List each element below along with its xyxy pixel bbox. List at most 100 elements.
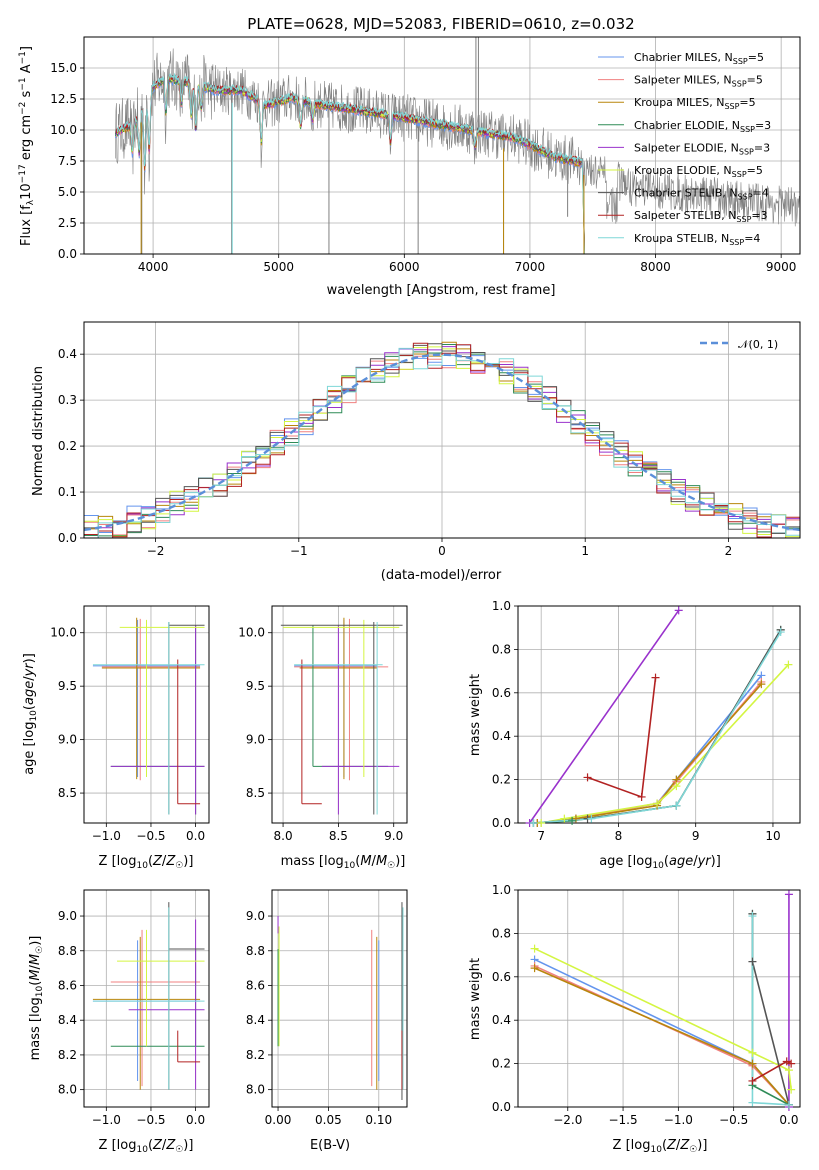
age-vs-mass-xlabel: mass [log10(M/M☉)] [281, 854, 406, 871]
x-tick-label: 0.0 [186, 1113, 205, 1127]
mass-weight-marker [787, 1059, 796, 1068]
y-tick-label: 15.0 [50, 61, 77, 75]
histogram-xlabel: (data-model)/error [381, 568, 502, 583]
y-tick-label: 8.5 [246, 786, 265, 800]
legend-label: Salpeter STELIB, NSSP=3 [634, 209, 768, 224]
mass-weight-line [528, 609, 680, 823]
age-vs-Z-ylabel: age [log10(age/yr)] [22, 653, 39, 775]
x-tick-label: 1 [581, 544, 589, 558]
y-tick-label: 0.8 [492, 926, 511, 940]
mass-weight-marker [583, 773, 592, 782]
x-tick-label: −1.0 [664, 1113, 693, 1127]
x-tick-label: −0.5 [136, 829, 165, 843]
y-tick-label: 1.0 [492, 883, 511, 897]
mw-Z-xlabel: Z [log10(Z/Z☉)] [613, 1138, 708, 1155]
x-tick-label: 0.0 [779, 1113, 798, 1127]
mass-weight-marker [748, 1059, 757, 1068]
observed-spectrum [115, 48, 800, 227]
mass-weight-line [751, 913, 790, 1106]
mass-weight-marker [784, 1066, 793, 1075]
y-tick-label: 9.0 [246, 733, 265, 747]
mass-weight-line [751, 916, 789, 1106]
x-tick-label: −1.0 [92, 829, 121, 843]
plot-area [280, 617, 403, 815]
axes-frame [271, 889, 408, 1108]
residual-histogram-panel: (data-model)/error Normed distribution −… [31, 321, 801, 583]
mass-weight-marker [637, 792, 646, 801]
mass-weight-line [534, 958, 790, 1106]
model-spectrum [116, 72, 586, 254]
mass-weight-marker [748, 957, 757, 966]
mass-weight-vs-age-panel: age [log10(age/yr)] mass weight 7 8 9 10 0.0… [468, 599, 801, 871]
x-tick-label: 0.05 [315, 1113, 342, 1127]
y-tick-label: 8.0 [58, 1083, 77, 1097]
mass-weight-marker [748, 1048, 757, 1057]
mass-weight-line [534, 967, 790, 1106]
x-tick-label: 7000 [515, 260, 546, 274]
mass-weight-line [537, 683, 762, 823]
y-tick-label: 8.6 [246, 978, 265, 992]
y-tick-label: 0.4 [58, 347, 77, 361]
x-tick-label: −2 [147, 544, 165, 558]
mass-weight-marker [674, 606, 683, 615]
x-tick-label: 4000 [138, 260, 169, 274]
x-tick-label: 10 [765, 829, 780, 843]
mass-vs-Z-xlabel: Z [log10(Z/Z☉)] [99, 1138, 194, 1155]
mass-weight-line [537, 674, 762, 823]
mass-weight-marker [784, 1100, 793, 1109]
y-tick-label: 0.6 [492, 970, 511, 984]
mass-weight-vs-Z-panel: Z [log10(Z/Z☉)] mass weight −2.0 −1.5 −1.0… [468, 883, 801, 1155]
normal-legend-label: 𝒩(0, 1) [738, 338, 778, 351]
mass-weight-marker [672, 782, 681, 791]
plot-area [528, 609, 789, 823]
mass-weight-marker [748, 912, 757, 921]
mass-weight-marker [787, 1085, 796, 1094]
spectrum-ylabel: Flux [fλ10−17 erg cm−2 s−1 A−1] [18, 46, 36, 246]
model-spectrum [115, 74, 586, 254]
x-tick-label: 7 [537, 829, 545, 843]
y-tick-label: 8.4 [246, 1013, 265, 1027]
mass-weight-marker [757, 680, 766, 689]
mass-weight-marker [776, 628, 785, 637]
legend-label: Salpeter MILES, NSSP=5 [634, 74, 763, 89]
x-tick-label: 9000 [766, 260, 797, 274]
mass-weight-line [534, 965, 790, 1106]
x-tick-label: 8.5 [329, 829, 348, 843]
y-tick-label: 0.0 [492, 1100, 511, 1114]
mass-weight-marker [560, 814, 569, 823]
histogram-ylabel: Normed distribution [31, 366, 46, 496]
y-tick-label: 0.6 [492, 686, 511, 700]
mw-age-xlabel: age [log10(age/yr)] [599, 854, 721, 871]
mass-vs-ebv-panel: E(B-V) 0.00 0.05 0.10 8.0 8.2 8.4 8.6 8.8 9.0 [246, 889, 408, 1153]
y-tick-label: 0.2 [492, 1057, 511, 1071]
x-tick-label: 0 [438, 544, 446, 558]
mass-vs-ebv-xlabel: E(B-V) [310, 1138, 350, 1153]
x-tick-label: 9.0 [384, 829, 403, 843]
plot-area [114, 37, 800, 254]
plot-area [92, 617, 205, 815]
y-tick-label: 9.0 [58, 733, 77, 747]
axes-frame [83, 889, 210, 1108]
x-tick-label: −1.0 [92, 1113, 121, 1127]
y-tick-label: 8.8 [246, 944, 265, 958]
mass-weight-marker [537, 819, 546, 827]
y-tick-label: 0.4 [492, 1013, 511, 1027]
mass-weight-marker [784, 890, 793, 899]
legend-label: Kroupa STELIB, NSSP=4 [634, 232, 760, 247]
y-tick-label: 10.0 [50, 123, 77, 137]
y-tick-label: 10.0 [50, 626, 77, 640]
y-tick-label: 0.1 [58, 485, 77, 499]
mass-weight-marker [672, 801, 681, 810]
x-tick-label: 0.10 [365, 1113, 392, 1127]
y-tick-label: 1.0 [492, 599, 511, 613]
mass-weight-line [534, 947, 792, 1090]
x-tick-label: 0.00 [265, 1113, 292, 1127]
y-tick-label: 9.0 [246, 909, 265, 923]
mass-weight-marker [568, 816, 577, 825]
x-tick-label: 9 [692, 829, 700, 843]
residual-histogram-step [84, 343, 800, 538]
mass-weight-line [533, 629, 782, 823]
x-tick-label: 6000 [389, 260, 420, 274]
y-tick-label: 0.8 [492, 642, 511, 656]
y-tick-label: 9.0 [58, 909, 77, 923]
